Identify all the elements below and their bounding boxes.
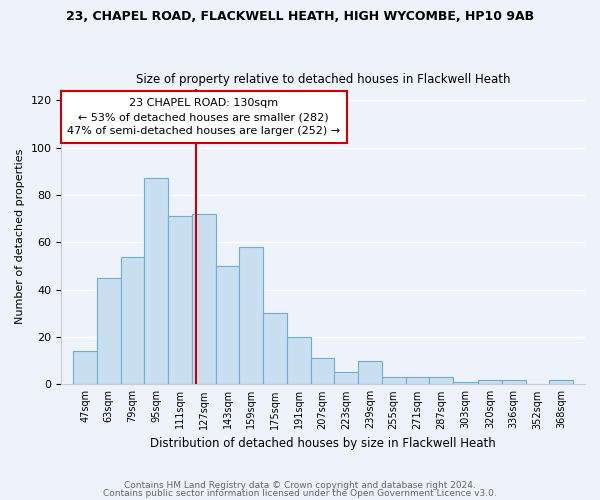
Bar — [121, 256, 145, 384]
Bar — [453, 382, 478, 384]
Y-axis label: Number of detached properties: Number of detached properties — [15, 148, 25, 324]
X-axis label: Distribution of detached houses by size in Flackwell Heath: Distribution of detached houses by size … — [151, 437, 496, 450]
Bar — [358, 360, 382, 384]
Text: Contains HM Land Registry data © Crown copyright and database right 2024.: Contains HM Land Registry data © Crown c… — [124, 481, 476, 490]
Bar — [215, 266, 239, 384]
Bar — [502, 380, 526, 384]
Bar — [478, 380, 502, 384]
Bar — [145, 178, 168, 384]
Bar — [334, 372, 358, 384]
Text: Contains public sector information licensed under the Open Government Licence v3: Contains public sector information licen… — [103, 488, 497, 498]
Bar — [73, 351, 97, 384]
Bar — [429, 377, 453, 384]
Bar — [550, 380, 573, 384]
Bar — [311, 358, 334, 384]
Bar — [382, 377, 406, 384]
Text: 23 CHAPEL ROAD: 130sqm
← 53% of detached houses are smaller (282)
47% of semi-de: 23 CHAPEL ROAD: 130sqm ← 53% of detached… — [67, 98, 340, 136]
Text: 23, CHAPEL ROAD, FLACKWELL HEATH, HIGH WYCOMBE, HP10 9AB: 23, CHAPEL ROAD, FLACKWELL HEATH, HIGH W… — [66, 10, 534, 23]
Bar — [168, 216, 192, 384]
Title: Size of property relative to detached houses in Flackwell Heath: Size of property relative to detached ho… — [136, 73, 511, 86]
Bar — [287, 337, 311, 384]
Bar — [406, 377, 429, 384]
Bar — [97, 278, 121, 384]
Bar — [239, 247, 263, 384]
Bar — [192, 214, 215, 384]
Bar — [263, 314, 287, 384]
